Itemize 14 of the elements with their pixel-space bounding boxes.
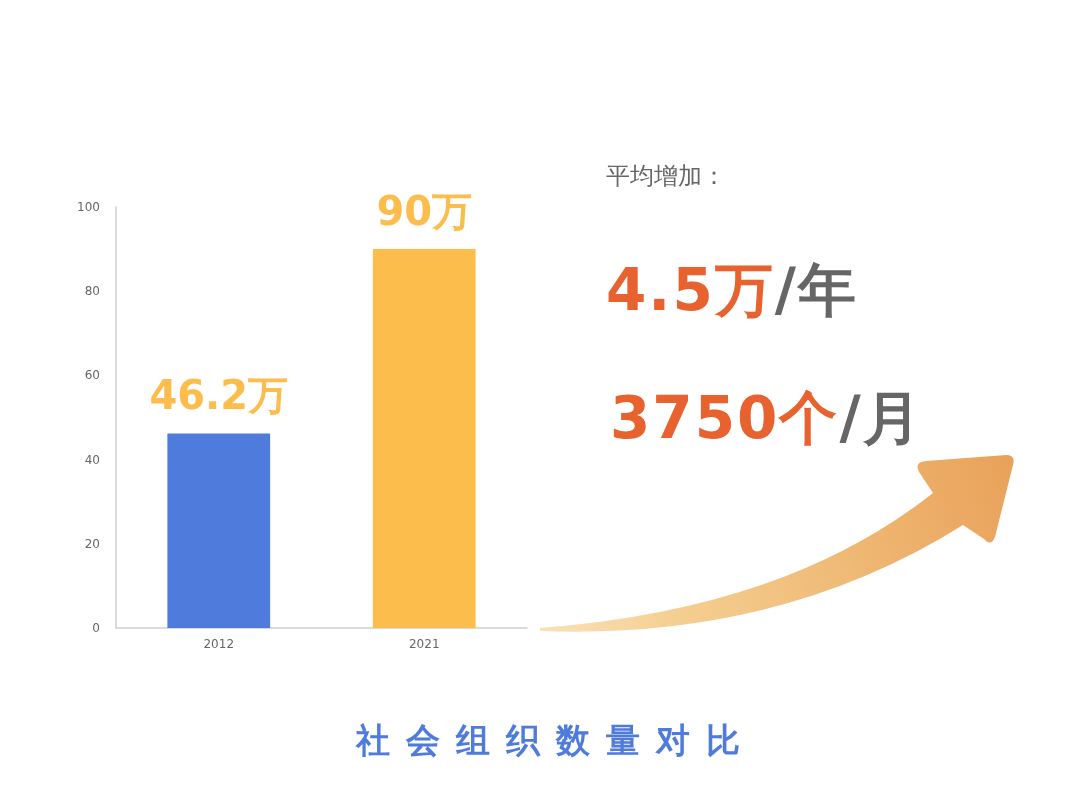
y-tick-label: 40 [84, 452, 100, 467]
data-label: 90万 [376, 188, 473, 235]
x-tick-label: 2012 [203, 637, 235, 651]
y-tick-label: 80 [84, 284, 100, 299]
text: 3750个/月 [610, 384, 923, 452]
text: 平均增加： [606, 161, 726, 192]
text: 4.5万/年 [606, 256, 858, 324]
x-tick-label: 2021 [408, 637, 440, 651]
y-tick-label: 60 [84, 368, 100, 383]
y-tick-label: 20 [84, 536, 100, 551]
text: 社会组织数量对比 [356, 719, 756, 762]
y-tick-label: 100 [77, 200, 100, 214]
y-tick-label: 0 [92, 621, 100, 635]
data-label: 46.2万 [149, 372, 289, 419]
